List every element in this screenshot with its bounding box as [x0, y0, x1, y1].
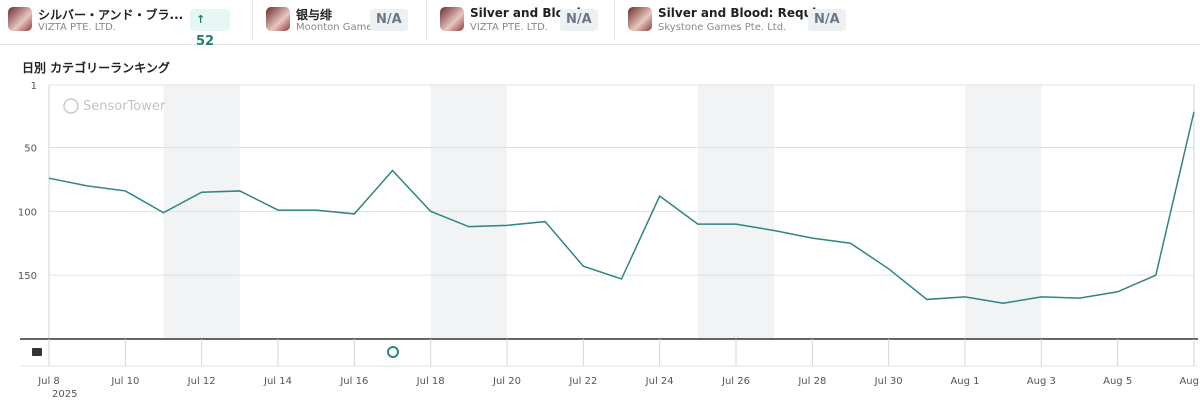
- x-tick-label: Aug 1: [950, 376, 979, 387]
- y-tick-label: 150: [18, 271, 37, 282]
- app-item[interactable]: 银与绯 Moonton Games N/A: [266, 5, 410, 35]
- weekend-shade: [965, 85, 1042, 339]
- x-tick-label: Jul 22: [568, 376, 597, 387]
- change-value: N/A: [566, 12, 592, 27]
- app-icon: [266, 7, 290, 31]
- change-value: N/A: [376, 12, 402, 27]
- app-item[interactable]: Silver and Blood: Requiem Skystone Games …: [628, 5, 848, 35]
- app-bar: シルバー・アンド・ブラ... VIZTA PTE. LTD. ↑ 52 银与绯 Moon…: [0, 0, 1200, 49]
- watermark-logo: [63, 98, 79, 114]
- app-name: シルバー・アンド・ブラ...: [38, 8, 184, 22]
- x-year-label: 2025: [52, 389, 77, 400]
- event-icon: [387, 346, 399, 358]
- app-name: Silver and Blood: Requiem: [658, 6, 837, 20]
- weekend-shade: [163, 85, 240, 339]
- app-icon: [628, 7, 652, 31]
- x-tick-label: Aug 7: [1179, 376, 1200, 387]
- up-arrow: ↑: [196, 13, 206, 26]
- x-tick-label: Jul 26: [721, 376, 750, 387]
- y-tick-label: 50: [24, 144, 37, 155]
- weekend-shade: [430, 85, 507, 339]
- separator: [426, 0, 427, 40]
- x-tick-label: Jul 24: [645, 376, 674, 387]
- change-value: N/A: [814, 12, 840, 27]
- rank-change: N/A: [560, 9, 598, 31]
- x-tick-label: Jul 28: [797, 376, 826, 387]
- x-tick-label: Jul 10: [110, 376, 139, 387]
- x-tick-label: Jul 12: [187, 376, 216, 387]
- x-tick-label: Aug 3: [1027, 376, 1056, 387]
- rank-change: N/A: [370, 9, 408, 31]
- app-publisher: VIZTA PTE. LTD.: [38, 22, 116, 33]
- app-name: 银与绯: [296, 8, 333, 22]
- annotation-icon: [32, 348, 42, 356]
- x-tick-label: Jul 16: [339, 376, 368, 387]
- separator: [252, 0, 253, 40]
- chart-title: 日別 カテゴリーランキング: [22, 61, 170, 75]
- app-icon: [440, 7, 464, 31]
- rank-line: [48, 111, 1195, 305]
- app-icon: [8, 7, 32, 31]
- x-tick-label: Jul 20: [492, 376, 521, 387]
- x-tick-label: Jul 14: [263, 376, 292, 387]
- x-tick-label: Jul 30: [874, 376, 903, 387]
- x-tick-label: Aug 5: [1103, 376, 1132, 387]
- separator: [614, 0, 615, 40]
- watermark: SensorTower: [83, 99, 166, 114]
- app-publisher: VIZTA PTE. LTD.: [470, 22, 548, 33]
- change-value: 52: [196, 34, 215, 49]
- y-tick-label: 1: [31, 81, 37, 92]
- weekend-shade: [697, 85, 775, 339]
- app-item[interactable]: シルバー・アンド・ブラ... VIZTA PTE. LTD. ↑ 52: [8, 5, 230, 49]
- app-publisher: Skystone Games Pte. Ltd.: [658, 22, 787, 33]
- app-publisher: Moonton Games: [296, 22, 378, 33]
- app-item[interactable]: Silver and Blood VIZTA PTE. LTD. N/A: [440, 5, 600, 35]
- x-tick-label: Jul 18: [416, 376, 445, 387]
- rank-change: ↑ 52: [190, 9, 230, 49]
- y-tick-label: 100: [18, 207, 37, 218]
- rank-change: N/A: [808, 9, 846, 31]
- x-tick-label: Jul 8: [37, 376, 60, 387]
- app-name: Silver and Blood: [470, 6, 581, 20]
